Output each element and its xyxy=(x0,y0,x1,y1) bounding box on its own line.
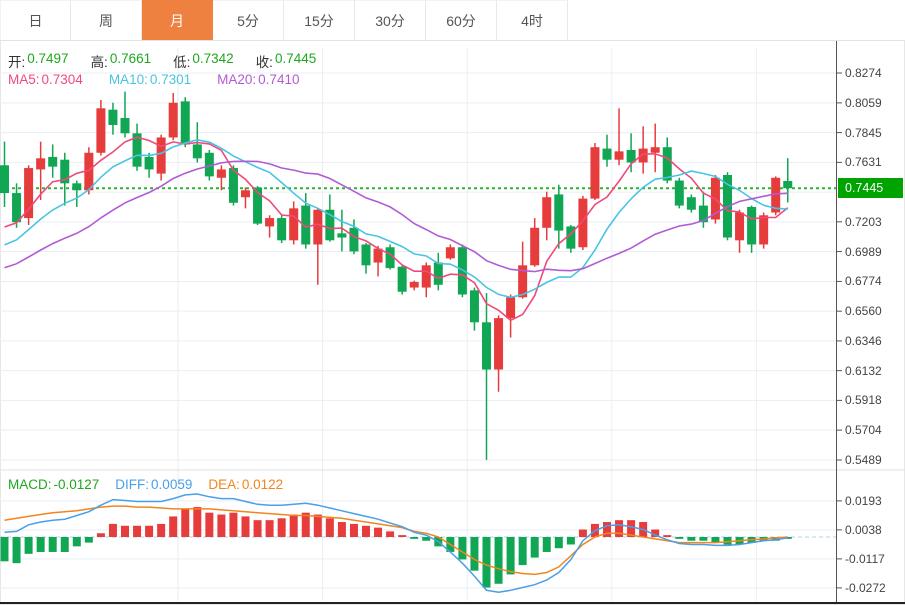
axis-tick-label: 0.6560 xyxy=(845,304,882,318)
axis-tick-label: 0.7203 xyxy=(845,215,882,229)
close-value: 0.7445 xyxy=(274,51,317,66)
ma5-value: 0.7304 xyxy=(41,72,83,87)
open-label: 开: xyxy=(8,55,26,70)
tab-period-label: 月 xyxy=(170,12,184,29)
axis-tick-label: 0.0193 xyxy=(845,494,882,508)
axis-tick-label: 0.8059 xyxy=(845,96,882,110)
tab-period-label: 60分 xyxy=(446,12,476,29)
dea-label: DEA: xyxy=(208,477,240,492)
diff-label: DIFF: xyxy=(115,477,150,492)
macd-value: -0.0127 xyxy=(53,477,100,492)
axis-tick-label: 0.6774 xyxy=(845,274,882,288)
axis-tick-label: 0.0038 xyxy=(845,523,882,537)
tab-period-5[interactable]: 30分 xyxy=(355,0,426,40)
open-value: 0.7497 xyxy=(27,51,69,66)
tab-period-0[interactable]: 日 xyxy=(0,0,71,40)
axis-tick-label: -0.0117 xyxy=(845,552,885,566)
close-label: 收: xyxy=(255,55,273,70)
period-tab-bar: 日 周 月 5分 15分 30分 60分 4时 xyxy=(0,0,905,41)
tab-period-1[interactable]: 周 xyxy=(71,0,142,40)
ma10-value: 0.7301 xyxy=(149,72,192,87)
ohlc-header: 开: 0.7497 高: 0.7661 低: 0.7342 收: 0.7445 xyxy=(8,51,316,71)
tab-period-7[interactable]: 4时 xyxy=(497,0,568,40)
tab-period-label: 5分 xyxy=(237,12,259,29)
macd-label: MACD: xyxy=(8,477,52,492)
ma20-value: 0.7410 xyxy=(258,72,300,87)
tab-period-2[interactable]: 月 xyxy=(142,0,213,40)
low-label: 低: xyxy=(173,55,191,70)
axis-tick-label: 0.5489 xyxy=(845,453,882,467)
ma-header: MA5: 0.7304 MA10: 0.7301 MA20: 0.7410 xyxy=(8,72,299,87)
axis-tick-label: 0.7845 xyxy=(845,126,882,140)
axis-tick-label: 0.6132 xyxy=(845,364,882,378)
ma5-label: MA5: xyxy=(8,72,40,87)
macd-header: MACD: -0.0127 DIFF: 0.0059 DEA: 0.0122 xyxy=(8,477,283,492)
tab-period-label: 30分 xyxy=(375,12,405,29)
axis-tick-label: 0.6346 xyxy=(845,334,882,348)
tab-period-label: 4时 xyxy=(521,12,543,29)
low-value: 0.7342 xyxy=(192,51,234,66)
tab-period-6[interactable]: 60分 xyxy=(426,0,497,40)
axis-tick-label: -0.0272 xyxy=(845,581,886,595)
axis-tick-label: 0.5704 xyxy=(845,423,882,437)
tab-period-4[interactable]: 15分 xyxy=(284,0,355,40)
tab-period-label: 15分 xyxy=(304,12,334,29)
tab-period-3[interactable]: 5分 xyxy=(213,0,284,40)
axis-tick-label: 0.6989 xyxy=(845,245,882,259)
axis-tick-label: 0.8274 xyxy=(845,66,882,80)
axis-tick-label: 0.7631 xyxy=(845,155,882,169)
dea-value: 0.0122 xyxy=(241,477,284,492)
axis-tick-label: 0.5918 xyxy=(845,393,882,407)
diff-value: 0.0059 xyxy=(151,477,193,492)
ma10-label: MA10: xyxy=(108,72,148,87)
current-price-tag: 0.7445 xyxy=(838,178,903,198)
high-label: 高: xyxy=(90,55,108,70)
ma20-label: MA20: xyxy=(217,72,257,87)
high-value: 0.7661 xyxy=(109,51,152,66)
tab-period-label: 周 xyxy=(99,12,113,29)
tab-period-label: 日 xyxy=(28,12,43,29)
